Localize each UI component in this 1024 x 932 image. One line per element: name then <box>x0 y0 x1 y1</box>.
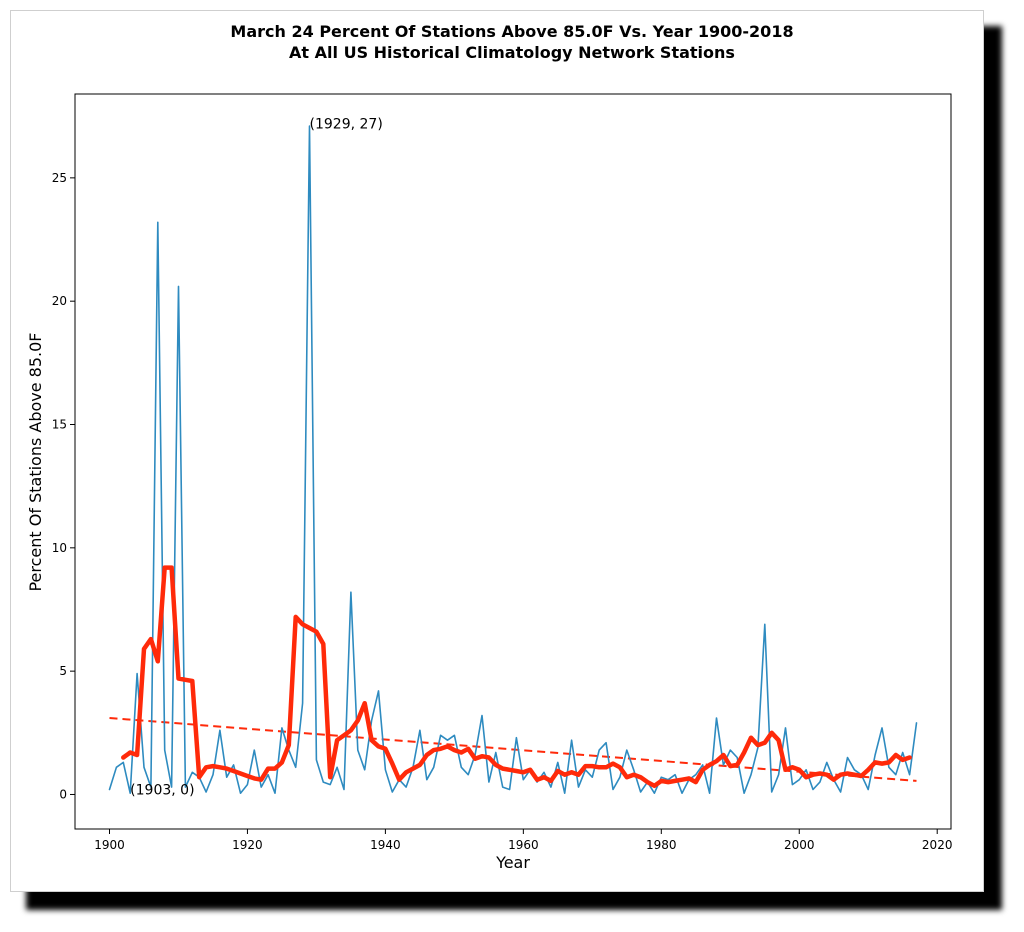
x-tick-label: 1960 <box>508 838 539 852</box>
series-percent-of-stations <box>108 125 918 795</box>
y-tick-label: 15 <box>52 418 67 432</box>
annotations: (1929, 27) (1903, 0) <box>130 117 383 799</box>
series-layer <box>108 125 918 795</box>
x-tick-label: 1980 <box>646 838 677 852</box>
x-tick-label: 1900 <box>94 838 125 852</box>
series-linear-trend <box>109 717 917 782</box>
chart-subtitle: At All US Historical Climatology Network… <box>289 43 735 62</box>
x-tick-label: 1940 <box>370 838 401 852</box>
x-axis: 1900 1920 1940 1960 1980 2000 2020 <box>94 829 952 852</box>
series-five-year-average <box>121 565 912 789</box>
y-axis-label: Percent Of Stations Above 85.0F <box>26 332 45 591</box>
annotation-label: (1903, 0) <box>130 782 194 798</box>
x-tick-label: 2020 <box>922 838 953 852</box>
annotation-label: (1929, 27) <box>310 117 383 133</box>
y-tick-label: 5 <box>59 664 67 678</box>
y-tick-label: 0 <box>59 787 67 801</box>
y-tick-label: 20 <box>52 294 67 308</box>
x-tick-label: 1920 <box>232 838 263 852</box>
plot-area <box>74 93 952 830</box>
y-axis: 0 5 10 15 20 25 <box>52 171 75 801</box>
x-tick-label: 2000 <box>784 838 815 852</box>
x-axis-label: Year <box>495 853 530 872</box>
chart-title: March 24 Percent Of Stations Above 85.0F… <box>230 22 793 41</box>
y-tick-label: 25 <box>52 171 67 185</box>
y-tick-label: 10 <box>52 541 67 555</box>
